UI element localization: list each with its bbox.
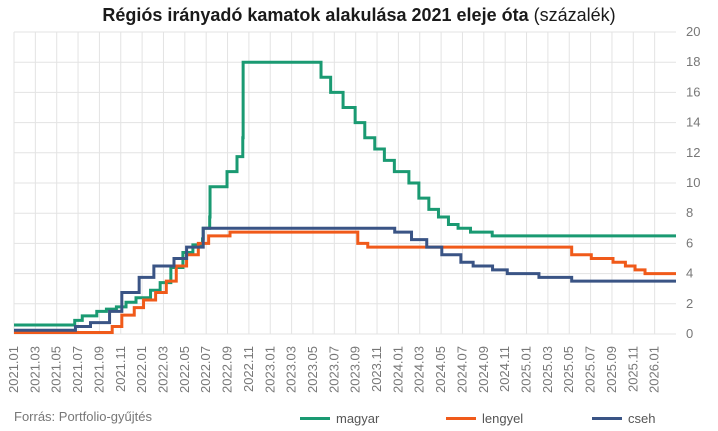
- y-tick-label: 12: [686, 145, 700, 160]
- x-tick-label: 2022.01: [134, 346, 149, 393]
- x-tick-label: 2023.01: [262, 346, 277, 393]
- legend-item-lengyel: lengyel: [446, 411, 523, 426]
- x-tick-label: 2024.05: [433, 346, 448, 393]
- y-tick-label: 6: [686, 235, 693, 250]
- y-tick-label: 10: [686, 175, 700, 190]
- x-tick-label: 2022.05: [177, 346, 192, 393]
- series-line-lengyel: [14, 230, 676, 334]
- legend-item-cseh: cseh: [592, 411, 655, 426]
- x-tick-label: 2024.07: [454, 346, 469, 393]
- x-tick-label: 2022.07: [198, 346, 213, 393]
- x-tick-label: 2021.09: [91, 346, 106, 393]
- legend-swatch: [300, 417, 330, 420]
- x-tick-label: 2022.03: [155, 346, 170, 393]
- x-tick-label: 2021.01: [6, 346, 21, 393]
- legend-swatch: [592, 417, 622, 420]
- legend-label: lengyel: [482, 411, 524, 426]
- x-tick-label: 2025.07: [583, 346, 598, 393]
- y-tick-label: 0: [686, 326, 693, 341]
- series-line-magyar: [14, 60, 676, 327]
- y-tick-label: 4: [686, 266, 693, 281]
- y-tick-label: 16: [686, 84, 700, 99]
- x-tick-label: 2021.05: [49, 346, 64, 393]
- legend-label: magyar: [336, 411, 380, 426]
- y-tick-label: 8: [686, 205, 693, 220]
- legend-swatch: [446, 417, 476, 420]
- y-tick-label: 18: [686, 54, 700, 69]
- source-note: Forrás: Portfolio-gyűjtés: [14, 409, 152, 424]
- x-tick-label: 2025.09: [604, 346, 619, 393]
- y-tick-label: 2: [686, 296, 693, 311]
- x-tick-label: 2023.03: [284, 346, 299, 393]
- x-tick-label: 2022.09: [220, 346, 235, 393]
- x-tick-label: 2023.09: [348, 346, 363, 393]
- x-tick-label: 2023.11: [369, 346, 384, 392]
- x-tick-label: 2025.11: [625, 346, 640, 392]
- chart-title: Régiós irányadó kamatok alakulása 2021 e…: [102, 5, 529, 25]
- x-tick-label: 2024.09: [476, 346, 491, 393]
- y-tick-label: 20: [686, 24, 700, 39]
- legend-label: cseh: [628, 411, 656, 426]
- chart-title-block: Régiós irányadó kamatok alakulása 2021 e…: [0, 4, 718, 26]
- x-tick-label: 2024.03: [412, 346, 427, 393]
- x-tick-label: 2024.01: [390, 346, 405, 393]
- x-tick-label: 2025.05: [561, 346, 576, 393]
- x-axis-tick-labels: 2021.01 2021.03 2021.05 2021.07 2021.09 2021.…: [6, 346, 662, 393]
- grid: [13, 31, 676, 335]
- legend-item-magyar: magyar: [300, 411, 379, 426]
- x-tick-label: 2023.07: [326, 346, 341, 393]
- y-tick-label: 14: [686, 115, 700, 130]
- x-tick-label: 2022.11: [241, 346, 256, 392]
- x-tick-label: 2021.11: [113, 346, 128, 392]
- x-tick-label: 2024.11: [497, 346, 512, 392]
- chart-subtitle: (százalék): [533, 5, 616, 25]
- series-line-cseh: [14, 226, 676, 332]
- x-tick-label: 2021.07: [70, 346, 85, 393]
- x-tick-label: 2025.03: [540, 346, 555, 393]
- series-lines: [14, 60, 676, 334]
- x-tick-label: 2021.03: [27, 346, 42, 393]
- x-tick-label: 2023.05: [305, 346, 320, 393]
- x-tick-label: 2026.01: [647, 346, 662, 393]
- y-axis-tick-labels: 0 2 4 6 8 10 12 14 16 18 20: [686, 24, 700, 341]
- x-tick-label: 2025.01: [519, 346, 534, 393]
